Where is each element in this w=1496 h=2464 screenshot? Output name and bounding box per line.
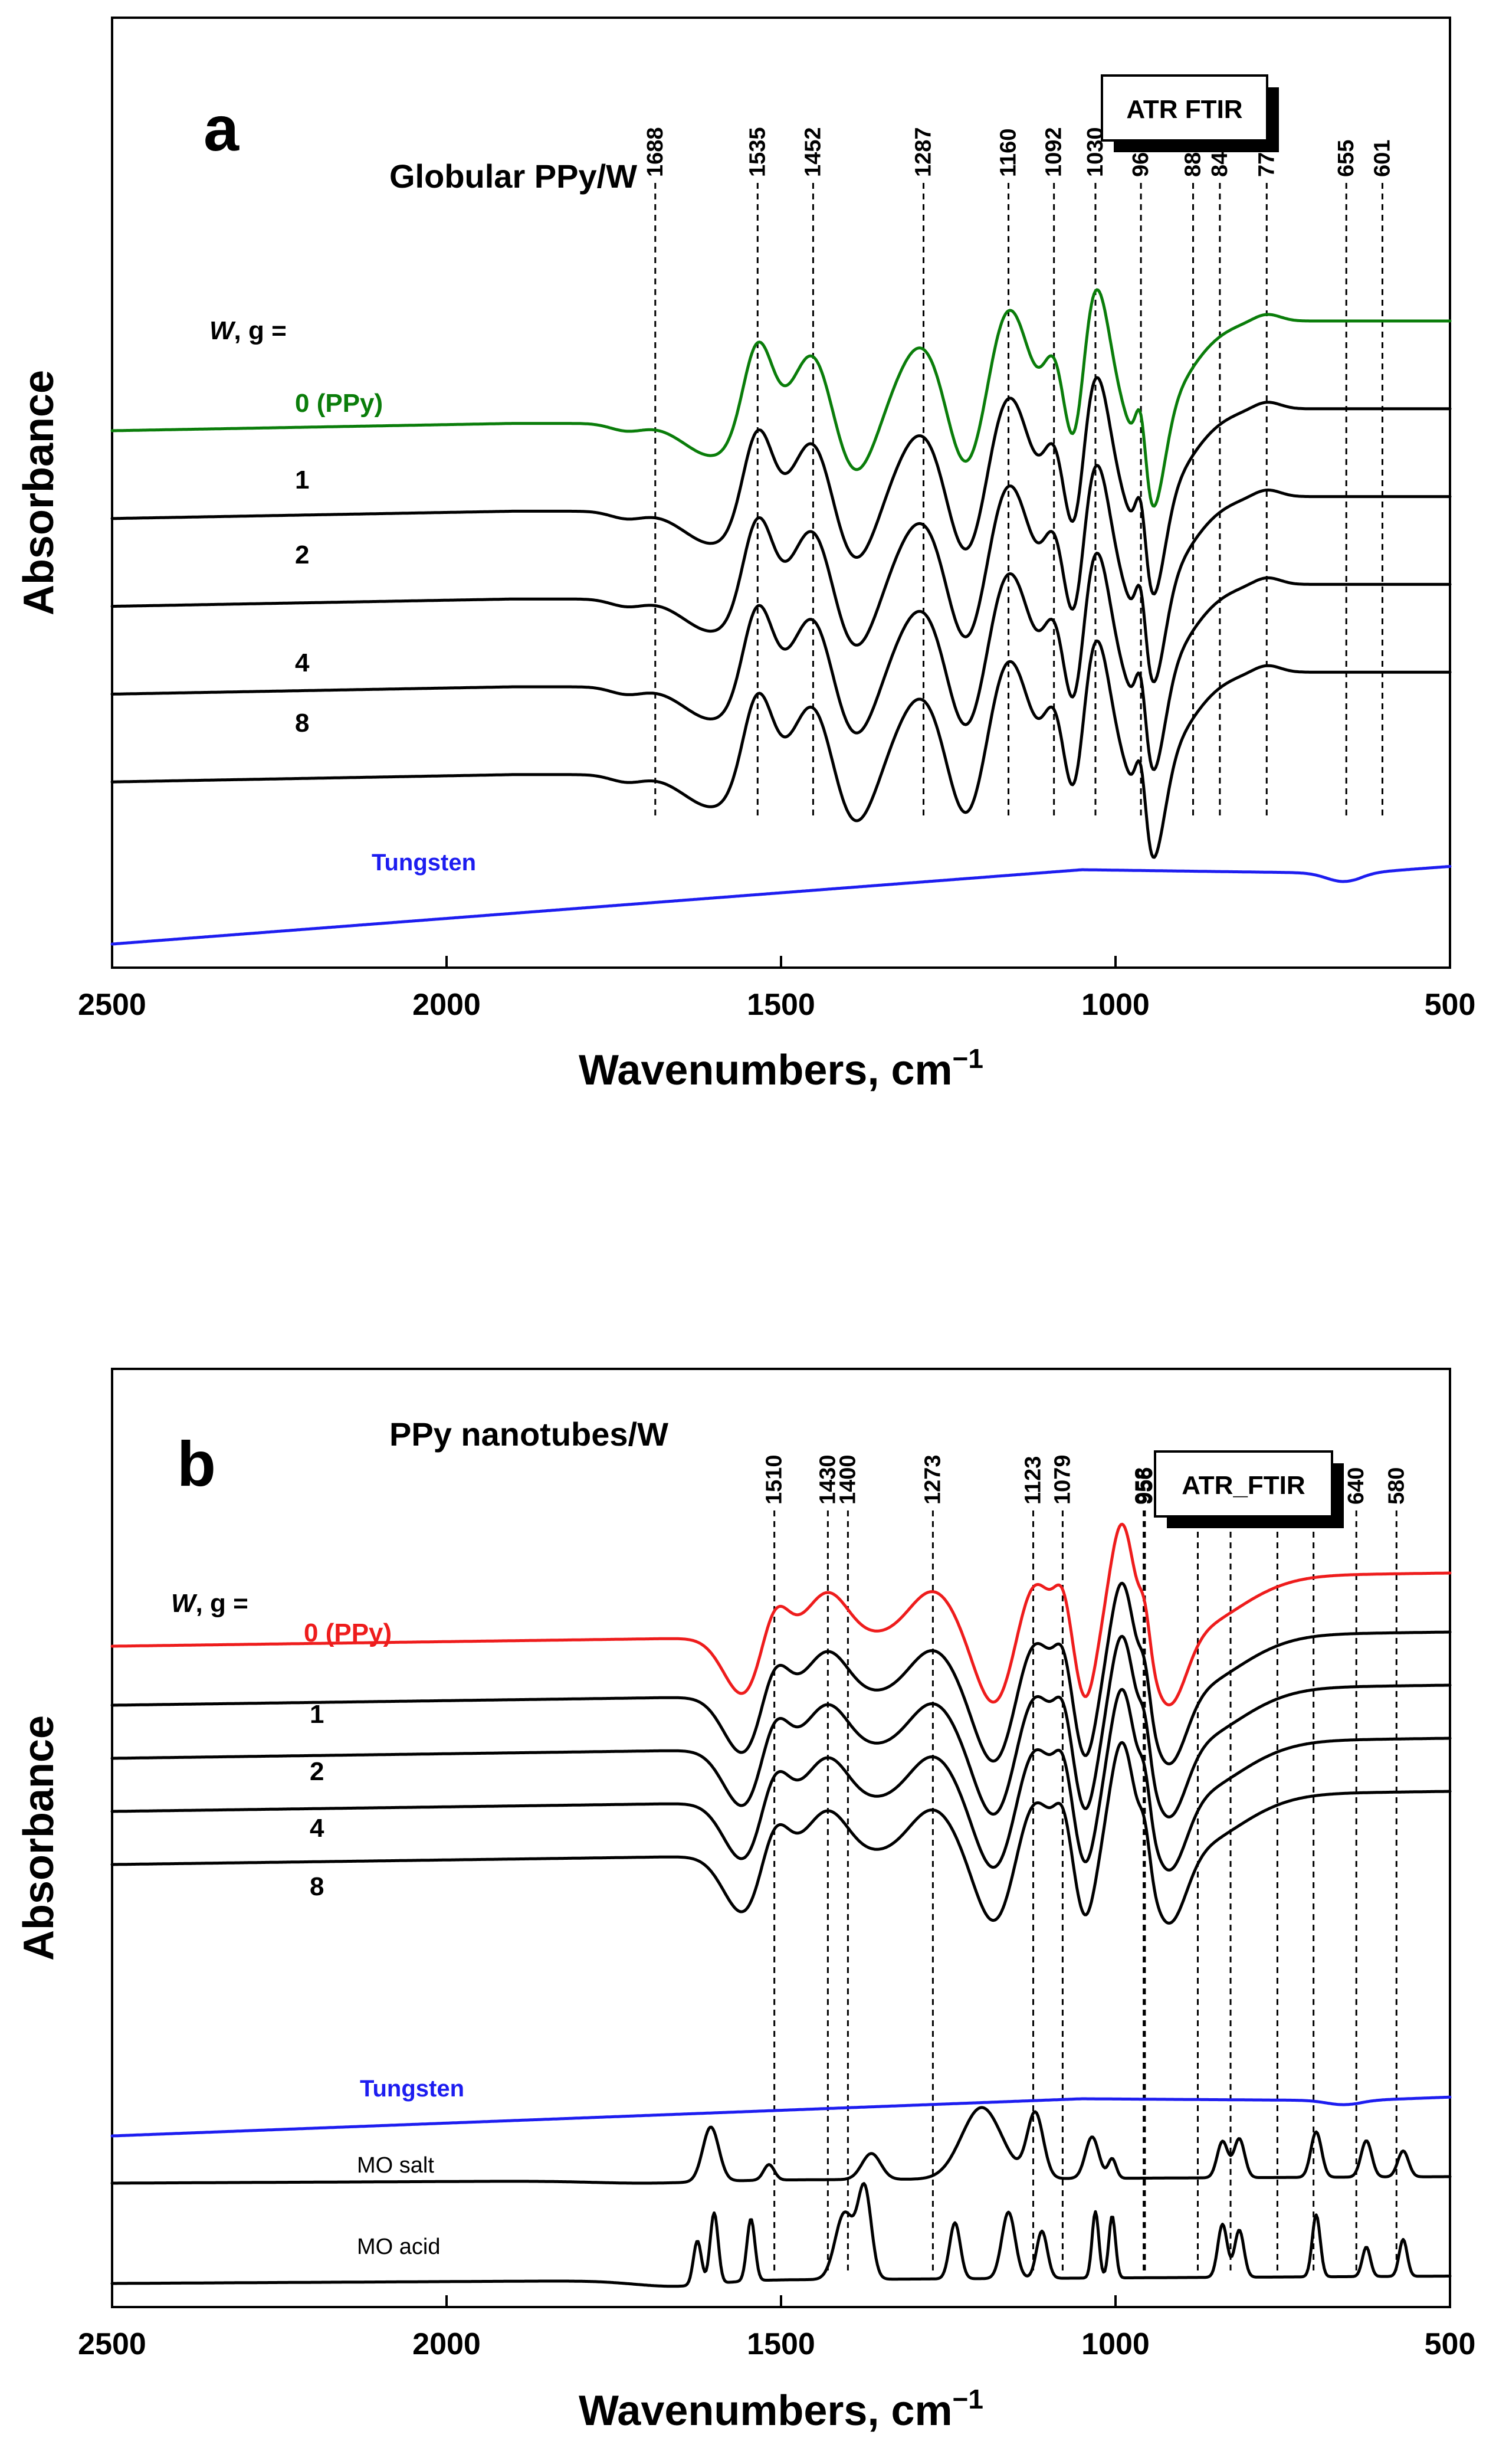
x-tick-label: 1500 [747,988,815,1022]
x-tick-label: 500 [1425,988,1476,1022]
x-tick-label: 1500 [747,2327,815,2361]
x-tick-label: 1000 [1081,2327,1150,2361]
series-label-b-mo-salt: MO salt [357,2153,434,2178]
peak-label: 1092 [1042,127,1067,177]
w-label-a: W, g = [209,316,287,345]
spectrum-line [110,1741,1452,1925]
x-tick-label: 500 [1425,2327,1476,2361]
x-tick-label: 2000 [412,2327,481,2361]
panel-title-b: PPy nanotubes/W [389,1416,668,1453]
series-label-b-2: 2 [310,1757,324,1786]
series-label-b-8: 8 [310,1872,324,1901]
peak-label: 1079 [1050,1454,1075,1505]
series-label-a-2: 2 [295,540,309,569]
series-label-b-4: 4 [310,1814,324,1843]
peak-label: 640 [1344,1467,1369,1505]
spectrum-line [110,552,1452,771]
peak-label: 655 [1334,140,1359,177]
peak-label: 1510 [762,1454,787,1505]
w-symbol-a: W [209,316,236,345]
peak-label: 1287 [911,127,936,177]
peak-label: 601 [1370,140,1395,177]
x-axis-title-sup-a: −1 [953,1043,983,1074]
badge-label-a: ATR FTIR [1126,95,1242,124]
peak-label: 958 [1131,1467,1156,1505]
series-label-a-8: 8 [295,709,309,738]
x-tick-label: 2500 [78,988,146,1022]
x-tick-label: 2500 [78,2327,146,2361]
spectrum-line [110,1581,1452,1765]
x-ticks-b: 2500 2000 1500 1000 500 [78,2295,1475,2361]
panel-letter-a: a [204,93,240,164]
spectra-b [110,1522,1452,2288]
series-label-a-4: 4 [295,648,310,677]
peak-lines-a: 1688 1535 1452 1287 1160 1092 1030 962 884 844 774… [643,127,1395,820]
panel-letter-b: b [177,1428,216,1499]
x-tick-label: 1000 [1081,988,1150,1022]
spectrum-line [110,1688,1452,1872]
peak-label: 1160 [996,129,1021,177]
peak-label: 1400 [835,1454,860,1505]
peak-label: 1452 [801,127,825,177]
x-axis-title-sup-b: −1 [953,2384,983,2414]
x-tick-label: 2000 [412,988,481,1022]
series-label-a-tungsten: Tungsten [372,850,476,876]
spectra-a [110,288,1452,946]
spectrum-line [110,1522,1452,1706]
spectrum-line [110,639,1452,859]
spectrum-line [110,2095,1452,2138]
w-symbol-b: W [171,1589,198,1618]
panel-a: 2500 2000 1500 1000 500 1688 1535 1452 1287 1160… [15,17,1475,1094]
y-axis-title-b: Absorbance [15,1715,63,1961]
peak-label: 956 [1133,1467,1157,1505]
peak-label: 580 [1384,1467,1409,1505]
series-label-b-1: 1 [310,1700,324,1729]
plot-frame-a [111,17,1451,969]
badge-label-b: ATR_FTIR [1182,1471,1305,1500]
peak-label: 1688 [643,127,668,177]
badge-b: ATR_FTIR [1154,1450,1344,1528]
x-axis-title-text-b: Wavenumbers, cm [579,2387,953,2434]
spectrum-line [110,2182,1452,2288]
x-ticks-a: 2500 2000 1500 1000 500 [78,956,1475,1022]
spectrum-line [110,376,1452,596]
x-axis-title-text-a: Wavenumbers, cm [579,1047,953,1094]
spectrum-line [110,288,1452,508]
x-axis-title-a: Wavenumbers, cm−1 [579,1043,983,1094]
w-label-b: W, g = [171,1589,248,1618]
spectrum-line [110,1634,1452,1818]
y-axis-title-a: Absorbance [15,370,63,615]
series-label-a-ppy: 0 (PPy) [295,389,383,418]
peak-label: 1535 [745,127,770,177]
series-label-b-mo-acid: MO acid [357,2234,440,2259]
w-unit-a: , g = [234,316,287,345]
series-label-a-1: 1 [295,466,309,494]
panel-title-a: Globular PPy/W [389,158,637,195]
peak-label: 1123 [1021,1456,1046,1505]
series-label-b-tungsten: Tungsten [360,2076,464,2102]
peak-label: 1273 [920,1454,945,1505]
peak-label: 1430 [815,1454,840,1505]
spectrum-line [110,864,1452,946]
spectrum-line [110,464,1452,683]
spectrum-line [110,2106,1452,2185]
w-unit-b: , g = [196,1589,248,1618]
x-axis-title-b: Wavenumbers, cm−1 [579,2384,983,2434]
badge-a: ATR FTIR [1101,74,1279,152]
series-label-b-ppy: 0 (PPy) [304,1618,392,1647]
